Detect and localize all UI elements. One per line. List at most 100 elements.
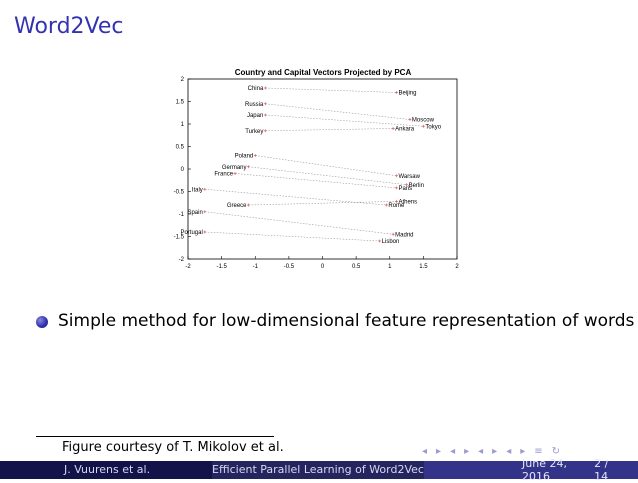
x-tick-label: -2 [185, 264, 191, 270]
y-axis-ticks: 2 1.5 1 0.5 0 -0.5 -1 -1.5 -2 [174, 77, 191, 263]
nav-doc-prev-icon[interactable]: ◂ [506, 446, 512, 457]
country-label: Spain [187, 210, 202, 216]
capital-label: Beijing [398, 91, 416, 97]
y-tick-label: 0 [181, 167, 185, 173]
y-tick-label: -0.5 [174, 190, 185, 196]
footnote: Figure courtesy of T. Mikolov et al. [62, 440, 284, 455]
capital-label: Ankara [395, 127, 415, 133]
country-label: Poland [235, 154, 254, 160]
pair-line [265, 128, 394, 131]
country-point [253, 154, 257, 157]
capital-point [421, 124, 425, 128]
capital-point [394, 91, 398, 94]
country-point [233, 172, 237, 175]
capital-label: Tokyo [425, 124, 441, 130]
country-point [247, 165, 251, 169]
x-tick-label: 2 [455, 264, 459, 270]
pair-line [204, 211, 394, 235]
country-label: China [248, 86, 264, 92]
footer-date: June 24, 2016 [522, 457, 567, 483]
country-point [203, 230, 207, 234]
capital-point [394, 186, 398, 190]
x-tick-label: -0.5 [284, 264, 295, 270]
country-label: Russia [245, 102, 264, 108]
capital-label: Athens [398, 199, 417, 205]
country-label: Turkey [245, 129, 263, 135]
x-tick-label: 1.5 [419, 264, 428, 270]
nav-frame-prev-icon[interactable]: ◂ [422, 446, 428, 457]
y-tick-label: 1 [181, 122, 185, 128]
country-label: Italy [192, 187, 203, 193]
capital-point [394, 174, 398, 178]
x-tick-label: 1 [388, 264, 392, 270]
country-label: Japan [247, 113, 263, 119]
footer-author: J. Vuurens et al. [0, 461, 212, 479]
x-tick-label: -1.5 [216, 264, 227, 270]
pair-line [204, 189, 387, 206]
pair-line [265, 87, 397, 93]
capital-label: Rome [388, 203, 405, 209]
nav-subsection-prev-icon[interactable]: ◂ [450, 446, 456, 457]
y-tick-label: -2 [179, 257, 185, 263]
pair-line [248, 201, 397, 206]
capital-label: Lisbon [382, 239, 400, 245]
capital-label: Paris [398, 186, 412, 192]
capital-point [394, 199, 398, 203]
chart-title: Country and Capital Vectors Projected by… [235, 68, 412, 77]
nav-doc-next-icon[interactable]: ▸ [520, 446, 526, 457]
capital-label: Berlin [409, 183, 424, 189]
country-label: Portugal [180, 230, 202, 236]
pair-line [248, 166, 407, 185]
country-point [263, 113, 267, 117]
x-tick-label: -1 [253, 264, 259, 270]
nav-section-next-icon[interactable]: ▸ [492, 446, 498, 457]
footnote-rule [36, 436, 274, 437]
nav-subsection-next-icon[interactable]: ▸ [464, 446, 470, 457]
beamer-navigation[interactable]: ◂ ▸ ◂ ▸ ◂ ▸ ◂ ▸ ≡ ↻ [422, 446, 560, 457]
nav-section-prev-icon[interactable]: ◂ [478, 446, 484, 457]
capital-label: Madrid [395, 232, 413, 238]
footer-page-number: 2 / 14 [594, 457, 609, 483]
capital-label: Moscow [412, 118, 435, 124]
y-tick-label: 2 [181, 77, 185, 83]
footer-bar: J. Vuurens et al. Efficient Parallel Lea… [0, 457, 638, 483]
pair-line [265, 114, 424, 127]
y-tick-label: 0.5 [176, 145, 185, 151]
capital-label: Warsaw [398, 174, 420, 180]
capital-point [378, 239, 382, 243]
country-point [263, 86, 267, 90]
country-point [203, 187, 207, 191]
y-tick-label: -1 [179, 212, 185, 218]
capital-point [408, 118, 412, 121]
pair-line [204, 231, 380, 242]
slide-title: Word2Vec [14, 14, 124, 39]
footer-title: Efficient Parallel Learning of Word2Vec [212, 461, 424, 479]
nav-menu-icon[interactable]: ≡ [534, 446, 543, 457]
capital-point [391, 127, 395, 130]
bullet-item: Simple method for low-dimensional featur… [36, 311, 634, 331]
y-tick-label: -1.5 [174, 235, 185, 241]
country-point [203, 210, 207, 214]
x-axis-ticks: -2 -1.5 -1 -0.5 0 0.5 1 1.5 2 [185, 256, 459, 270]
country-label: France [214, 172, 233, 178]
bullet-icon [36, 316, 48, 328]
x-tick-label: 0.5 [352, 264, 361, 270]
country-capital-pairs: China Beijing Russia Moscow Japan Tokyo Turkey… [180, 86, 441, 245]
capital-point [384, 203, 388, 207]
pair-line [255, 155, 397, 176]
bullet-text: Simple method for low-dimensional featur… [58, 311, 635, 331]
capital-point [391, 232, 395, 236]
x-tick-label: 0 [321, 264, 325, 270]
nav-search-icon[interactable]: ↻ [551, 446, 561, 457]
country-label: Greece [227, 203, 247, 209]
nav-frame-next-icon[interactable]: ▸ [436, 446, 442, 457]
country-label: Germany [222, 165, 247, 171]
capital-point [405, 183, 409, 187]
country-point [247, 203, 251, 207]
country-point [263, 102, 267, 106]
y-tick-label: 1.5 [176, 100, 185, 106]
pair-line [265, 103, 410, 120]
pair-line [235, 173, 397, 189]
footer-date-page: June 24, 2016 2 / 14 [424, 457, 638, 483]
